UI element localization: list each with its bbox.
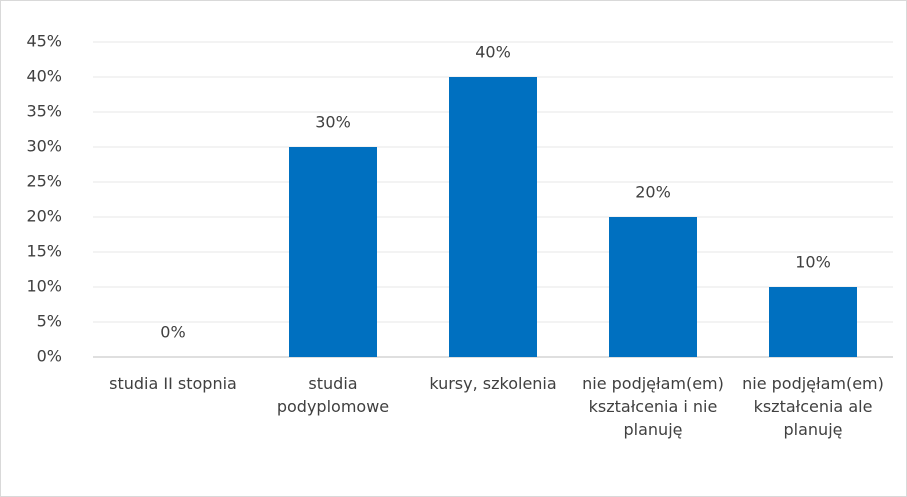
- data-label: 40%: [475, 43, 511, 62]
- data-label: 20%: [635, 183, 671, 202]
- y-tick-label: 0%: [37, 347, 62, 366]
- bar: [289, 147, 377, 357]
- x-tick-label: nie podjęłam(em) kształcenia ale planuję: [742, 374, 884, 439]
- y-tick-label: 5%: [37, 312, 62, 331]
- y-tick-label: 45%: [26, 32, 62, 51]
- y-tick-label: 35%: [26, 102, 62, 121]
- x-tick-label: kursy, szkolenia: [429, 374, 557, 393]
- x-tick-label: studia II stopnia: [109, 374, 237, 393]
- y-tick-label: 40%: [26, 67, 62, 86]
- data-label: 0%: [160, 323, 185, 342]
- bar: [609, 217, 697, 357]
- bar: [449, 77, 537, 357]
- bar: [769, 287, 857, 357]
- y-tick-label: 20%: [26, 207, 62, 226]
- y-tick-label: 10%: [26, 277, 62, 296]
- x-tick-label: studia podyplomowe: [276, 374, 390, 416]
- y-tick-label: 30%: [26, 137, 62, 156]
- data-label: 30%: [315, 113, 351, 132]
- y-tick-label: 25%: [26, 172, 62, 191]
- data-label: 10%: [795, 253, 831, 272]
- y-tick-label: 15%: [26, 242, 62, 261]
- x-tick-label: nie podjęłam(em) kształcenia i nie planu…: [582, 374, 724, 439]
